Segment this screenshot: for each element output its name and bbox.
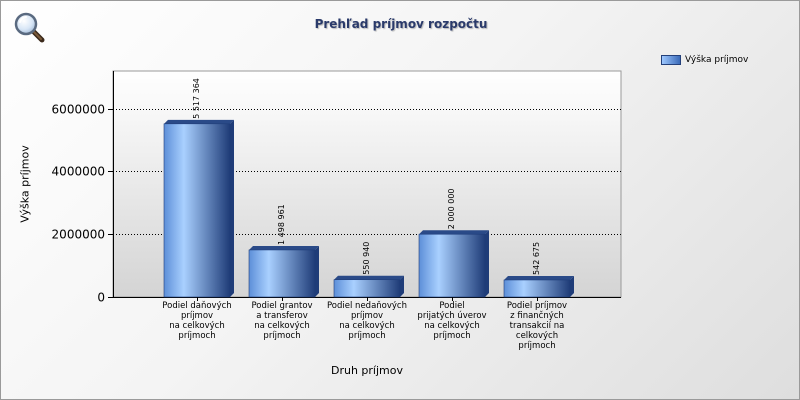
x-tick-label: Podiel príjmov z finančných transakcií na c… — [507, 301, 567, 351]
x-tick-label-line: transakcií na — [510, 321, 565, 331]
bar-side — [485, 230, 489, 297]
y-tick-label: 4000000 — [52, 165, 105, 179]
x-tick-label-line: na celkových — [339, 321, 395, 331]
bar-group — [418, 230, 489, 298]
bar-group — [333, 275, 404, 298]
bar — [163, 123, 231, 298]
y-tick-label: 0 — [97, 291, 105, 305]
x-tick-label-line: na celkových — [424, 321, 480, 331]
x-tick-label-line: Podiel príjmov — [507, 301, 567, 311]
bar-top — [419, 230, 489, 235]
x-tick-label-line: na celkových — [169, 321, 225, 331]
x-tick-label-line: a transferov — [256, 311, 308, 321]
bar-top — [249, 245, 319, 250]
x-tick-label: Podiel daňových príjmov na celkových príjmo… — [162, 300, 231, 341]
data-label: 2 000 000 — [447, 189, 456, 230]
data-label: 5 517 364 — [192, 78, 201, 119]
x-tick-label-line: príjmoch — [518, 341, 555, 351]
x-tick-label: Podiel nedaňových príjmov na celkových príj… — [327, 300, 407, 341]
x-tick-label: Podiel prijatých úverov na celkových príjmo… — [417, 301, 486, 341]
y-tick-label: 6000000 — [52, 103, 105, 117]
magnifier-icon[interactable] — [13, 11, 47, 45]
legend-swatch — [661, 55, 681, 65]
x-tick-label-line: príjmoch — [178, 331, 215, 341]
data-label: 542 675 — [532, 242, 541, 275]
x-tick-label-line: Podiel nedaňových — [327, 300, 407, 311]
x-tick-label-line: z finančných — [510, 310, 564, 321]
legend: Výška príjmov — [661, 55, 748, 65]
x-tick-label: Podiel grantov a transferov na celkových pr… — [251, 301, 312, 341]
x-tick-label-line: príjmoch — [348, 331, 385, 341]
x-tick-label-line: Podiel grantov — [251, 301, 312, 311]
x-tick-label-line: Podiel — [439, 301, 464, 311]
bar-group — [503, 275, 574, 298]
bar-group — [163, 119, 234, 298]
data-label: 1 498 961 — [277, 204, 286, 245]
bar — [418, 233, 486, 298]
x-tick-label-line: príjmoch — [263, 331, 300, 341]
bar — [333, 279, 401, 298]
legend-label: Výška príjmov — [685, 55, 749, 65]
data-label: 550 940 — [362, 242, 371, 275]
x-tick-label-line: na celkových — [254, 321, 310, 331]
x-tick-label-line: Podiel daňových — [162, 300, 231, 311]
bar — [248, 249, 316, 298]
x-axis-label: Druh príjmov — [330, 364, 403, 377]
bar-top — [504, 275, 574, 280]
x-tick-label-line: príjmoch — [433, 331, 470, 341]
x-tick-label-line: príjmov — [181, 311, 213, 321]
bar-side — [570, 275, 574, 297]
bar-side — [230, 119, 234, 298]
bar-side — [400, 275, 404, 297]
y-tick-label: 2000000 — [52, 228, 105, 242]
bar-top — [334, 275, 404, 280]
bar-group — [248, 245, 319, 298]
x-tick-label-line: prijatých úverov — [417, 311, 486, 321]
x-tick-label-line: celkových — [516, 331, 558, 341]
bar-side — [315, 245, 319, 297]
chart-title: Prehľad príjmov rozpočtu — [314, 17, 488, 31]
x-tick-label-line: príjmov — [351, 311, 383, 321]
bar-top — [164, 119, 234, 124]
bar — [503, 279, 571, 298]
